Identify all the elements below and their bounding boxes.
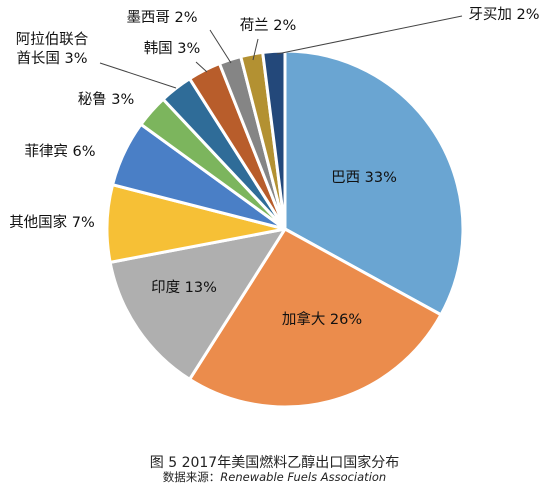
leader-line	[276, 15, 463, 55]
leader-line	[99, 62, 177, 89]
pie-slice	[108, 227, 287, 381]
slice-label: 秘鲁 3%	[78, 91, 135, 108]
source-name: Renewable Fuels Association	[220, 470, 387, 484]
slice-label: 其他国家 7%	[9, 214, 95, 231]
figure-caption-title: 图 5 2017年美国燃料乙醇出口国家分布	[149, 455, 400, 471]
pie-chart: 巴西 33% 加拿大 26% 印度 13% 其他国家 7% 菲律宾 6% 秘鲁 3% 阿拉伯…	[9, 6, 540, 409]
slice-label: 菲律宾 6%	[24, 143, 95, 160]
slice-label: 荷兰 2%	[240, 17, 297, 34]
figure-caption-source: 数据来源：Renewable Fuels Association	[0, 469, 549, 485]
leader-line	[252, 38, 259, 61]
leader-line	[195, 61, 208, 73]
slice-label: 墨西哥 2%	[126, 10, 197, 26]
slice-label: 印度 13%	[151, 279, 217, 296]
pie-slice	[283, 49, 465, 317]
slice-label: 阿拉伯联合酋长国 3%	[16, 31, 89, 67]
slice-label: 韩国 3%	[144, 40, 201, 57]
pie-slice	[261, 49, 287, 231]
pie-slice	[188, 227, 443, 409]
slice-label: 牙买加 2%	[468, 6, 539, 23]
leader-line	[209, 29, 232, 64]
source-prefix: 数据来源：	[162, 470, 221, 484]
slice-label: 巴西 33%	[331, 170, 397, 186]
slice-label: 加拿大 26%	[282, 310, 362, 328]
